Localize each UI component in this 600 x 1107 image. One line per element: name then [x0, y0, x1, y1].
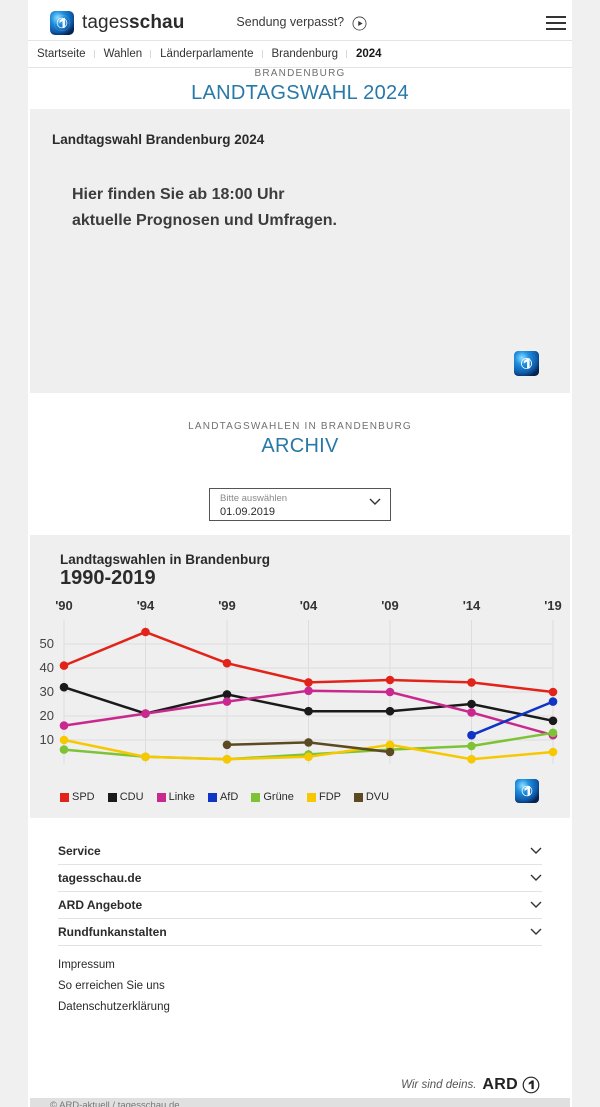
svg-text:10: 10 [40, 732, 54, 747]
svg-text:'99: '99 [218, 598, 236, 613]
svg-text:20: 20 [40, 708, 54, 723]
svg-text:'19: '19 [544, 598, 562, 613]
svg-text:'94: '94 [137, 598, 155, 613]
svg-text:30: 30 [40, 684, 54, 699]
svg-text:50: 50 [40, 636, 54, 651]
svg-text:'04: '04 [300, 598, 318, 613]
svg-text:40: 40 [40, 660, 54, 675]
svg-text:'90: '90 [55, 598, 73, 613]
svg-text:'09: '09 [381, 598, 399, 613]
svg-text:'14: '14 [463, 598, 481, 613]
